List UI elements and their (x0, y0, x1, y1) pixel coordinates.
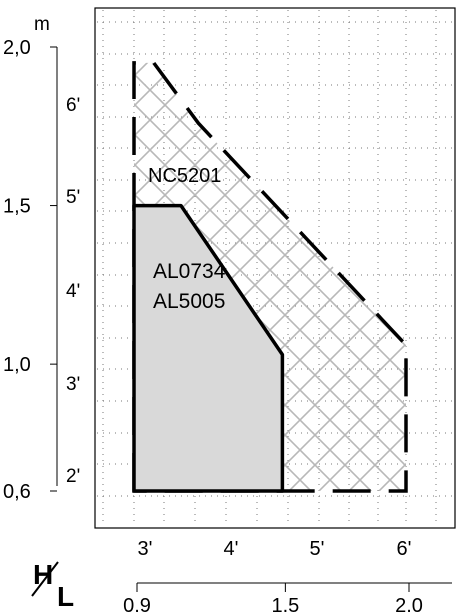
metric-height-label: 1,5 (3, 196, 31, 218)
metric-height-label: 0,6 (3, 481, 31, 503)
feet-length-label: 4' (224, 538, 239, 560)
metric-length-label: 0.9 (123, 595, 151, 614)
feet-length-label: 6' (397, 538, 412, 560)
label-nc5201: NC5201 (148, 165, 221, 187)
hl-slash (31, 561, 59, 597)
unit-label: m (34, 14, 50, 35)
feet-length-label: 3' (138, 538, 153, 560)
nc5201-outline (132, 61, 408, 493)
feet-height-label: 4' (66, 281, 80, 302)
h-label: H (33, 559, 53, 590)
al-region (132, 203, 285, 493)
l-label: L (57, 581, 74, 612)
metric-length-label: 1.5 (271, 595, 299, 614)
feet-height-label: 2' (66, 466, 80, 487)
metric-height-label: 1,0 (3, 354, 31, 376)
feet-height-label: 3' (66, 374, 80, 395)
feet-height-label: 6' (66, 95, 80, 116)
feet-length-label: 5' (310, 538, 325, 560)
metric-length-label: 2.0 (395, 595, 423, 614)
label-al5005: AL5005 (153, 290, 225, 313)
feet-height-label: 5' (66, 187, 80, 208)
label-al0734: AL0734 (153, 260, 226, 283)
metric-height-label: 2,0 (3, 37, 31, 59)
